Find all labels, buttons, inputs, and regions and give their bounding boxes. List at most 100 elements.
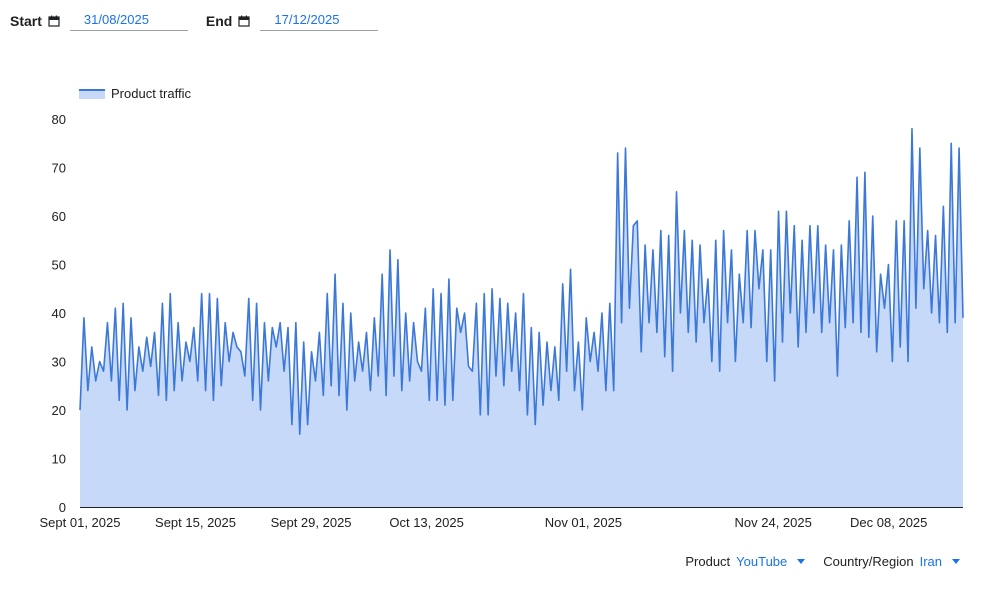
end-group: End <box>206 10 379 31</box>
data-point <box>538 331 541 334</box>
data-point <box>502 384 505 387</box>
data-point <box>589 360 592 363</box>
series-line <box>79 127 964 436</box>
chevron-down-icon[interactable] <box>952 559 960 564</box>
data-point <box>542 404 545 407</box>
data-point <box>859 331 862 334</box>
data-point <box>188 360 191 363</box>
data-point <box>314 379 317 382</box>
data-point <box>494 375 497 378</box>
data-point <box>624 147 627 150</box>
y-tick-label: 40 <box>52 306 66 321</box>
data-point <box>416 360 419 363</box>
data-point <box>836 375 839 378</box>
data-point <box>361 370 364 373</box>
data-point <box>573 389 576 392</box>
country-filter-value[interactable]: Iran <box>919 554 942 569</box>
chevron-down-icon[interactable] <box>797 559 806 564</box>
data-point <box>392 375 395 378</box>
data-point <box>216 297 219 300</box>
y-tick-label: 10 <box>52 452 66 467</box>
data-point <box>636 219 639 222</box>
start-date-input[interactable] <box>69 10 188 31</box>
data-point <box>730 248 733 251</box>
data-point <box>412 321 415 324</box>
data-point <box>235 345 238 348</box>
data-point <box>137 345 140 348</box>
data-point <box>471 370 474 373</box>
end-date-input[interactable] <box>260 10 379 31</box>
data-point <box>483 292 486 295</box>
calendar-icon[interactable] <box>48 15 60 27</box>
data-point <box>341 302 344 305</box>
data-point <box>600 312 603 315</box>
legend-label: Product traffic <box>111 86 191 101</box>
data-point <box>663 355 666 358</box>
calendar-icon[interactable] <box>238 15 250 27</box>
data-point <box>546 341 549 344</box>
data-point <box>734 360 737 363</box>
data-point <box>604 389 607 392</box>
data-point <box>279 321 282 324</box>
data-point <box>177 321 180 324</box>
data-point <box>577 341 580 344</box>
y-tick-label: 60 <box>52 209 66 224</box>
data-point <box>879 273 882 276</box>
data-point <box>224 321 227 324</box>
data-point <box>287 326 290 329</box>
data-point <box>561 282 564 285</box>
data-point <box>86 389 89 392</box>
data-point <box>883 307 886 310</box>
y-axis-ticks: 0 10 20 30 40 50 60 70 80 <box>52 112 66 515</box>
data-point <box>569 268 572 271</box>
data-point <box>298 433 301 436</box>
data-point <box>420 370 423 373</box>
data-point <box>581 409 584 412</box>
data-point <box>251 399 254 402</box>
data-point <box>797 345 800 348</box>
data-point <box>404 312 407 315</box>
product-filter-value[interactable]: YouTube <box>736 554 788 569</box>
data-point <box>259 409 262 412</box>
data-point <box>275 345 278 348</box>
data-point <box>926 229 929 232</box>
data-point <box>467 365 470 368</box>
data-point <box>863 171 866 174</box>
data-point <box>165 399 168 402</box>
y-tick-label: 80 <box>52 112 66 127</box>
data-point <box>475 302 478 305</box>
data-point <box>549 389 552 392</box>
data-point <box>750 326 753 329</box>
data-point <box>903 219 906 222</box>
data-point <box>318 331 321 334</box>
data-point <box>848 219 851 222</box>
data-point <box>436 399 439 402</box>
data-point <box>400 389 403 392</box>
data-point <box>808 224 811 227</box>
data-point <box>204 389 207 392</box>
data-point <box>930 312 933 315</box>
data-point <box>852 321 855 324</box>
data-point <box>334 273 337 276</box>
data-point <box>820 331 823 334</box>
y-tick-label: 0 <box>59 500 66 515</box>
data-point <box>793 224 796 227</box>
data-point <box>82 316 85 319</box>
data-point <box>141 370 144 373</box>
data-point <box>640 350 643 353</box>
data-point <box>942 205 945 208</box>
x-tick-label: Oct 13, 2025 <box>389 515 463 530</box>
data-point <box>781 341 784 344</box>
data-point <box>761 248 764 251</box>
data-point <box>353 379 356 382</box>
data-point <box>122 302 125 305</box>
data-point <box>722 229 725 232</box>
data-point <box>200 292 203 295</box>
x-axis-ticks: Sept 01, 2025 Sept 15, 2025 Sept 29, 2025 O… <box>40 515 928 530</box>
data-point <box>181 379 184 382</box>
data-point <box>283 370 286 373</box>
data-point <box>389 248 392 251</box>
data-point <box>161 302 164 305</box>
data-point <box>479 413 482 416</box>
data-point <box>628 307 631 310</box>
